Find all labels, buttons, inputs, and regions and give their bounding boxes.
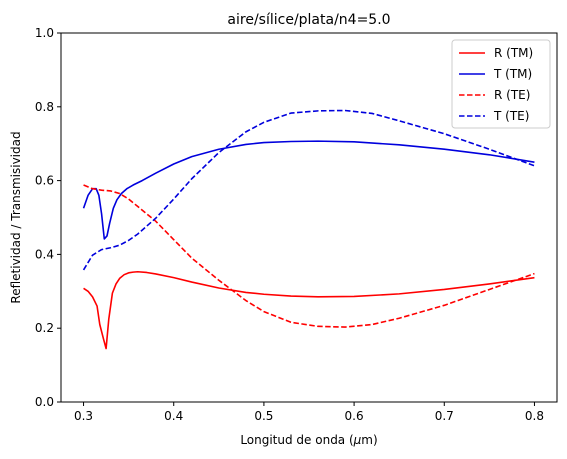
legend: R (TM) T (TM) R (TE) T (TE): [451, 39, 551, 129]
series-line-t-tm: [82, 140, 535, 240]
y-tick-label: 0.6: [35, 174, 54, 188]
y-tick-label: 0.0: [35, 395, 54, 409]
x-tick-label: 0.4: [164, 409, 183, 423]
x-axis-label-prefix: Longitud de onda (: [240, 433, 353, 447]
legend-box: [451, 39, 551, 129]
x-tick-label: 0.6: [345, 409, 364, 423]
y-axis-label: Refletividad / Transmisividad: [9, 131, 23, 303]
series-line-r-tm: [83, 270, 535, 350]
x-axis-label-suffix: m): [361, 433, 377, 447]
y-tick-label: 0.4: [35, 247, 54, 261]
legend-label: T (TM): [493, 67, 532, 81]
x-axis-label: Longitud de onda (μm): [240, 433, 377, 447]
x-tick-label: 0.8: [525, 409, 544, 423]
y-tick-label: 0.2: [35, 321, 54, 335]
y-tick-label: 1.0: [35, 26, 54, 40]
legend-label: R (TM): [494, 46, 533, 60]
legend-label: R (TE): [494, 88, 530, 102]
legend-label: T (TE): [493, 109, 529, 123]
y-tick-label: 0.8: [35, 100, 54, 114]
plot-frame: [60, 32, 558, 403]
series-line-r-te: [83, 184, 535, 328]
x-axis-label-mu: μ: [353, 433, 362, 447]
series-layer: [82, 109, 535, 350]
x-tick-label: 0.7: [435, 409, 454, 423]
series-line-t-te: [82, 109, 535, 271]
x-tick-label: 0.3: [74, 409, 93, 423]
legend-entries: R (TM) T (TM) R (TE) T (TE): [459, 46, 533, 123]
y-axis: 0.0 0.2 0.4 0.6 0.8 1.0: [35, 26, 61, 409]
x-axis: 0.3 0.4 0.5 0.6 0.7 0.8: [74, 402, 544, 423]
chart-title: aire/sílice/plata/n4=5.0: [227, 12, 390, 28]
x-tick-label: 0.5: [254, 409, 273, 423]
